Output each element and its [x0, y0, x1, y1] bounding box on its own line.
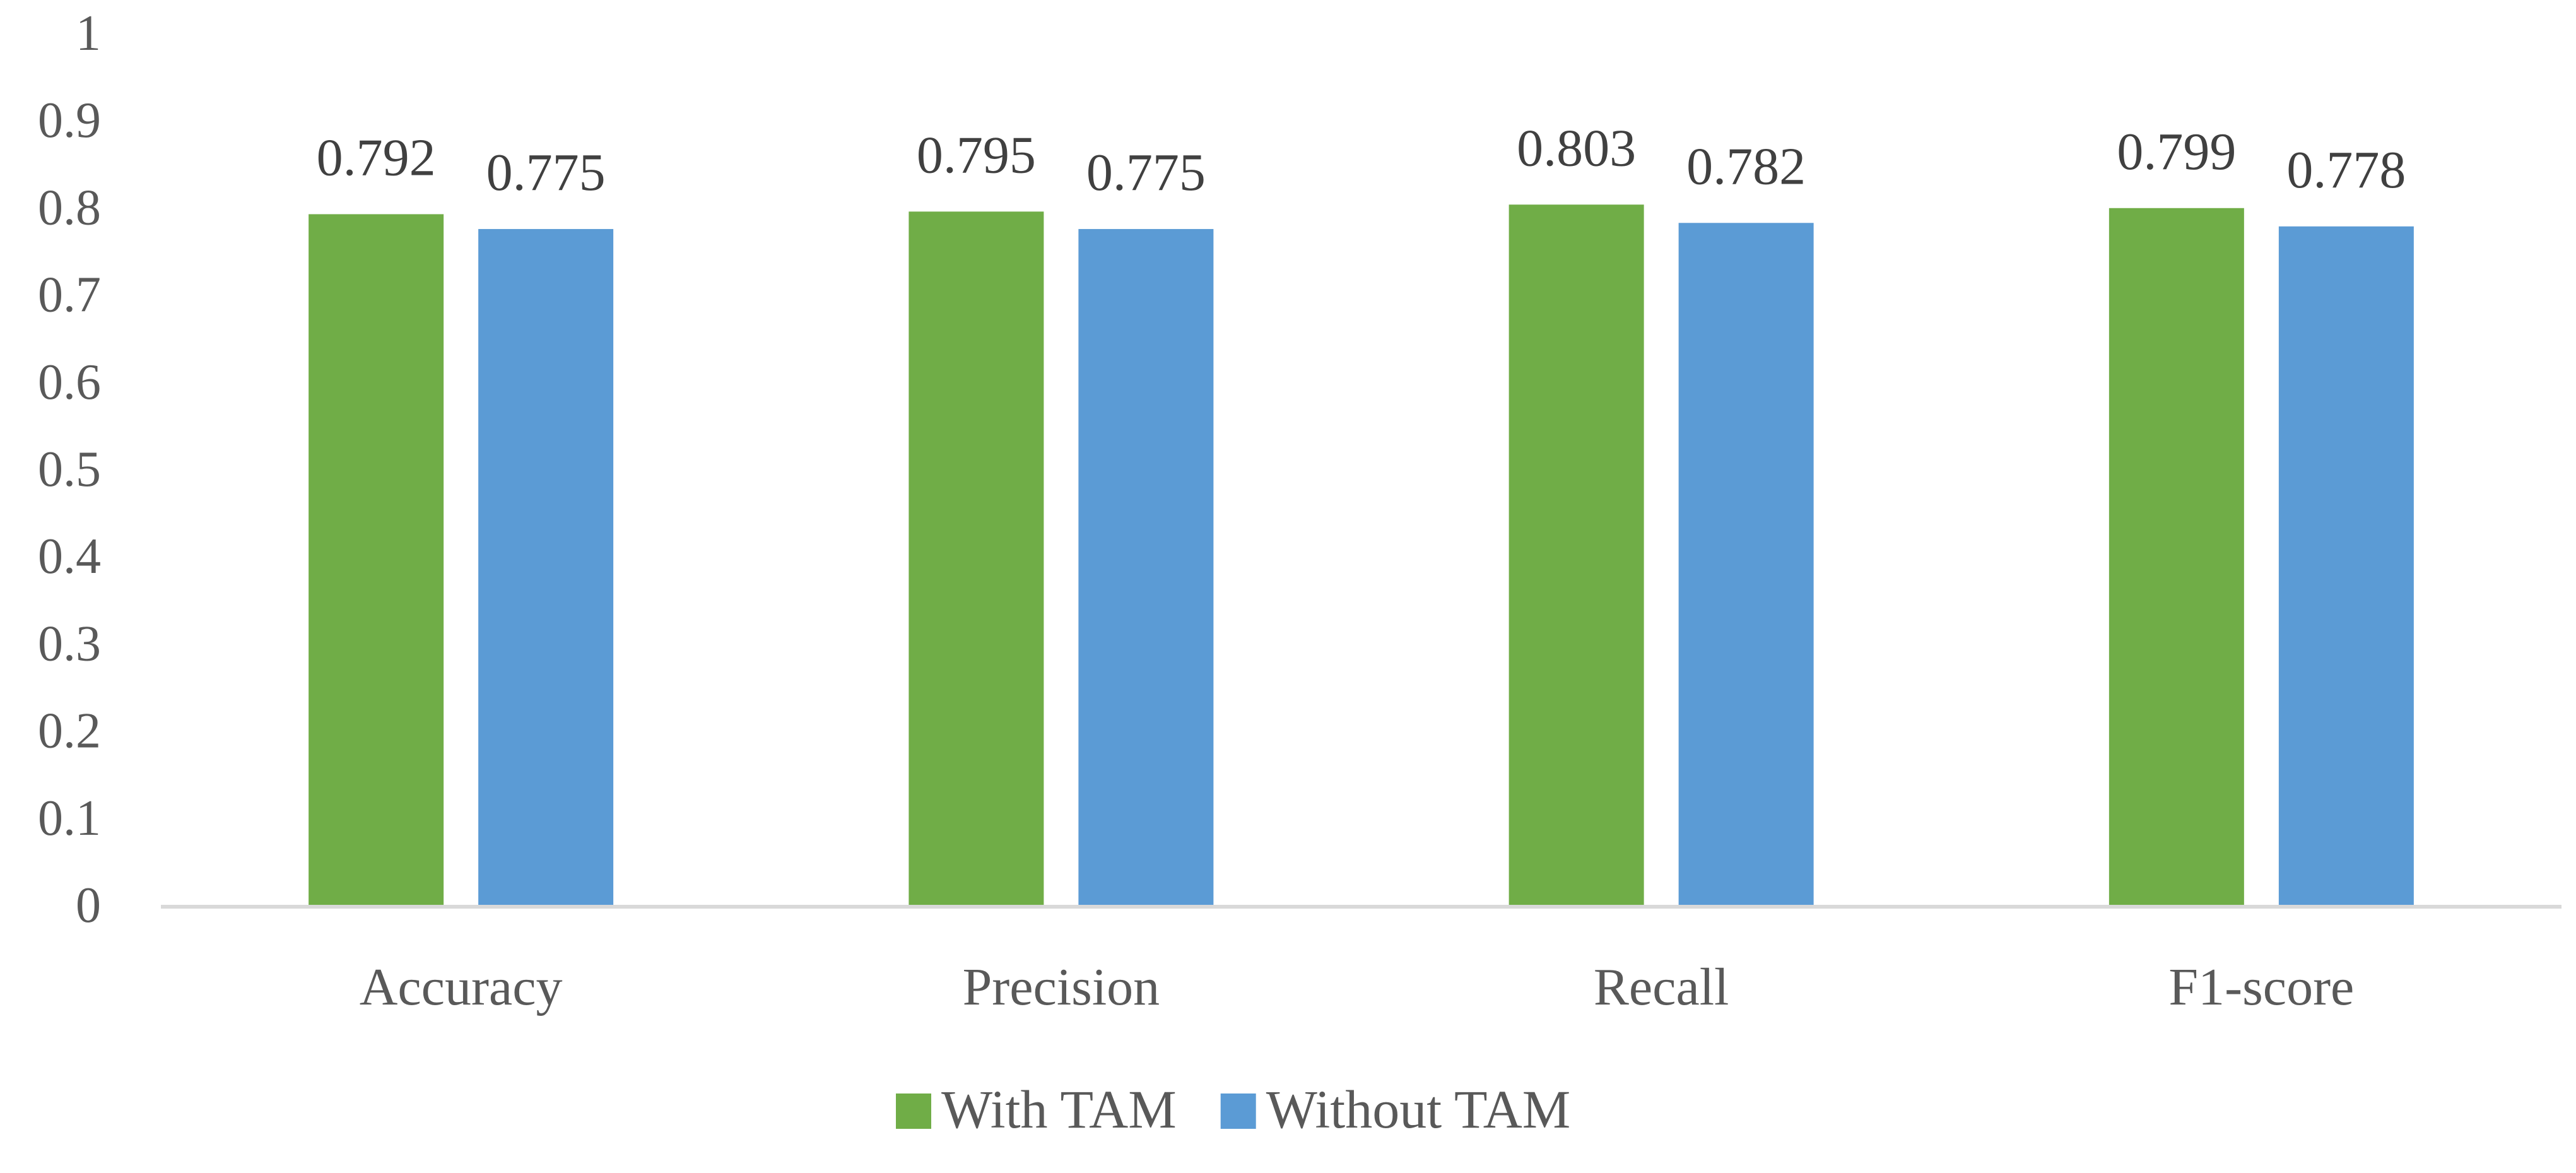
legend-label: With TAM [941, 1079, 1177, 1140]
y-tick-label: 0.5 [38, 442, 101, 497]
data-label: 0.799 [2117, 122, 2236, 181]
bar [2278, 226, 2414, 905]
y-tick-label: 1 [76, 6, 101, 61]
y-tick-label: 0.7 [38, 268, 101, 323]
bar [1078, 228, 1214, 905]
bars [309, 204, 2414, 905]
x-category-label: F1-score [2168, 958, 2354, 1017]
x-category-label: Precision [963, 958, 1160, 1017]
x-category-label: Recall [1594, 958, 1729, 1017]
y-tick-label: 0 [76, 878, 101, 933]
bar [478, 228, 614, 905]
y-tick-label: 0.1 [38, 791, 101, 846]
x-axis-categories: Accuracy Precision Recall F1-score [360, 958, 2355, 1017]
data-label: 0.792 [317, 128, 436, 187]
bar [909, 211, 1044, 905]
bar [1509, 204, 1644, 905]
y-tick-label: 0.6 [38, 355, 101, 410]
y-tick-label: 0.8 [38, 180, 101, 235]
legend-swatch [896, 1093, 931, 1129]
y-tick-label: 0.4 [38, 529, 101, 584]
y-tick-label: 0.9 [38, 93, 101, 148]
bar [2108, 208, 2244, 905]
legend-swatch [1220, 1093, 1256, 1129]
data-label: 0.778 [2286, 141, 2406, 199]
data-label: 0.775 [1086, 143, 1206, 202]
y-axis-ticks: 0 0.1 0.2 0.3 0.4 0.5 0.6 0.7 0.8 0.9 1 [38, 6, 101, 933]
bar [309, 214, 444, 905]
legend-label: Without TAM [1266, 1079, 1571, 1140]
y-tick-label: 0.3 [38, 616, 101, 671]
data-label: 0.803 [1517, 119, 1636, 177]
data-label: 0.795 [917, 126, 1036, 184]
data-label: 0.775 [486, 143, 606, 202]
y-tick-label: 0.2 [38, 704, 101, 759]
data-label: 0.782 [1686, 137, 1806, 196]
x-category-label: Accuracy [360, 958, 563, 1017]
data-labels: 0.792 0.775 0.795 0.775 0.803 0.782 0.799 0.778 [317, 119, 2406, 202]
bar [1678, 223, 1814, 905]
legend: With TAM Without TAM [896, 1079, 1570, 1140]
